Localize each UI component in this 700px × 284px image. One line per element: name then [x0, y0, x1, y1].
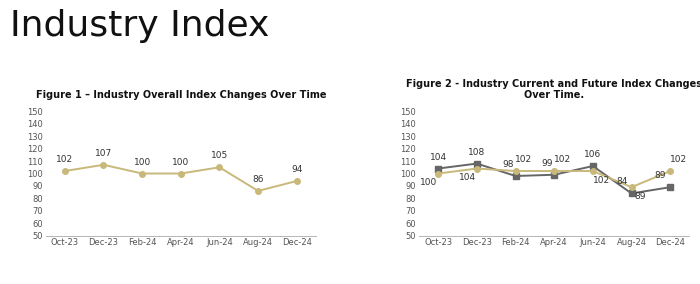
Future Index	[512, 169, 520, 173]
Future Index	[589, 169, 597, 173]
Future Index	[627, 185, 636, 189]
Text: 102: 102	[56, 155, 74, 164]
Current Index	[589, 164, 597, 168]
Current Index	[666, 185, 674, 189]
Text: 104: 104	[430, 153, 447, 162]
Text: 84: 84	[616, 178, 627, 187]
Title: Figure 2 - Industry Current and Future Index Changes
Over Time.: Figure 2 - Industry Current and Future I…	[406, 79, 700, 100]
Text: 89: 89	[654, 171, 666, 180]
Text: 100: 100	[172, 158, 190, 167]
Future Index	[434, 172, 442, 175]
Text: 100: 100	[420, 178, 437, 187]
Text: 102: 102	[515, 155, 533, 164]
Current Index	[550, 173, 559, 176]
Title: Figure 1 – Industry Overall Index Changes Over Time: Figure 1 – Industry Overall Index Change…	[36, 90, 326, 100]
Text: 99: 99	[542, 159, 553, 168]
Legend: Current Index, Future Index: Current Index, Future Index	[465, 283, 643, 284]
Text: 106: 106	[584, 150, 601, 159]
Text: 102: 102	[670, 155, 687, 164]
Text: 100: 100	[134, 158, 150, 167]
Current Index	[512, 174, 520, 178]
Line: Future Index: Future Index	[435, 166, 673, 190]
Text: 89: 89	[634, 192, 645, 201]
Current Index	[627, 192, 636, 195]
Text: 108: 108	[468, 148, 486, 156]
Text: 107: 107	[95, 149, 112, 158]
Text: 98: 98	[503, 160, 514, 169]
Current Index	[434, 167, 442, 170]
Future Index	[473, 167, 481, 170]
Future Index	[550, 169, 559, 173]
Text: 105: 105	[211, 151, 228, 160]
Text: 86: 86	[253, 175, 264, 184]
Text: Industry Index: Industry Index	[10, 9, 270, 43]
Current Index	[473, 162, 481, 165]
Line: Current Index: Current Index	[435, 161, 673, 196]
Text: 102: 102	[554, 155, 571, 164]
Text: 102: 102	[593, 176, 610, 185]
Text: 94: 94	[291, 165, 302, 174]
Future Index	[666, 169, 674, 173]
Text: 104: 104	[458, 174, 476, 182]
